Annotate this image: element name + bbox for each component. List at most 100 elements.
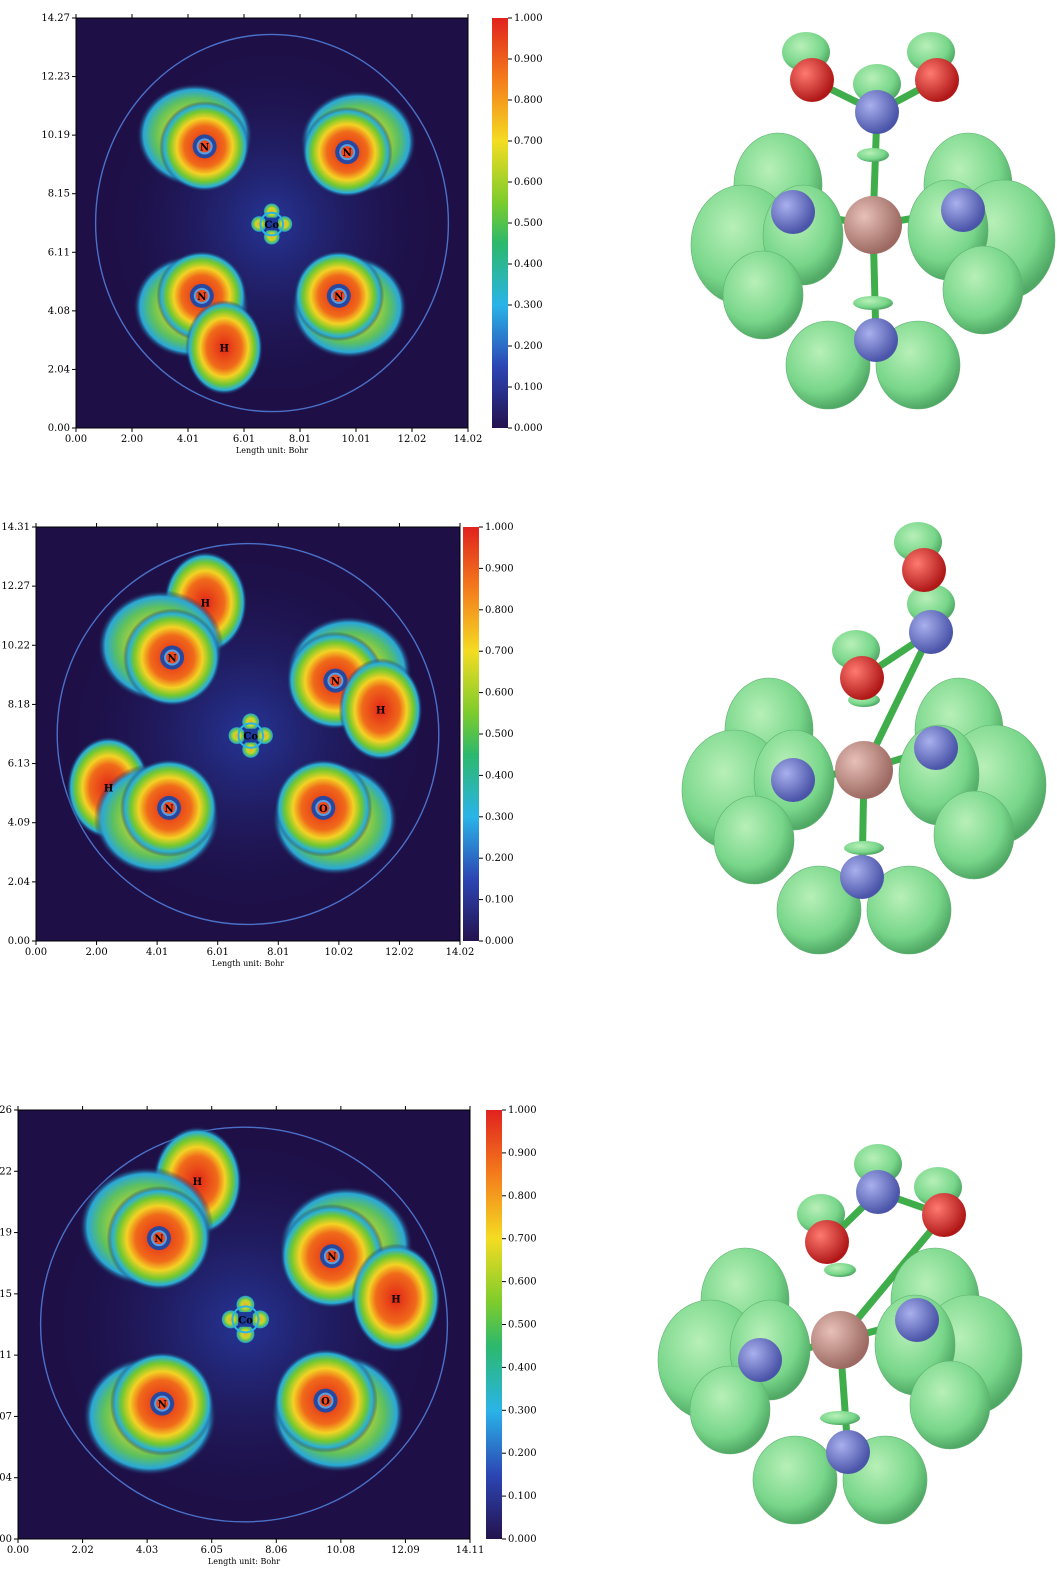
atom-core: [152, 1232, 165, 1245]
colorbar: [486, 1110, 502, 1539]
x-tick-label: 8.06: [265, 1545, 287, 1556]
heatmap-panel-2: H N N H Co H N O 0.00 2.00 4.01 6.01 8.01 10.02 12.02 1…: [1, 522, 513, 968]
atom-label: H: [104, 784, 113, 795]
atom-label: Co: [264, 220, 279, 231]
y-tick-label: 6.11: [0, 1350, 12, 1361]
isosurface-lobe: [909, 1360, 991, 1450]
colorbar-tick-label: 0.500: [508, 1320, 537, 1331]
y-tick-label: 12.23: [41, 72, 70, 83]
colorbar-tick-label: 0.500: [514, 218, 543, 229]
colorbar-tick-label: 0.100: [508, 1491, 537, 1502]
y-tick-label: 14.26: [0, 1105, 12, 1116]
colorbar-tick-label: 0.700: [514, 136, 543, 147]
isosurface-model-3: [657, 1144, 1023, 1525]
isosurface-lobe: [776, 865, 862, 955]
colorbar-tick-label: 0.000: [508, 1534, 537, 1545]
y-tick-label: 2.04: [0, 1473, 12, 1484]
y-tick-label: 8.15: [0, 1289, 12, 1300]
oxygen-atom: [840, 656, 884, 700]
atom-label: H: [391, 1294, 400, 1305]
cobalt-density-lobe: [235, 1294, 256, 1315]
atom-label: N: [334, 292, 343, 303]
colorbar: [492, 18, 508, 428]
y-tick-label: 10.19: [41, 130, 70, 141]
nitrogen-atom: [826, 1430, 870, 1474]
colorbar-tick-label: 1.000: [485, 522, 514, 533]
x-tick-label: 6.05: [201, 1545, 223, 1556]
y-tick-label: 8.18: [8, 699, 30, 710]
nitrogen-atom: [914, 726, 958, 770]
nitrogen-atom: [771, 190, 815, 234]
colorbar: [463, 527, 479, 941]
colorbar-tick-label: 0.300: [508, 1405, 537, 1416]
atom-label: H: [193, 1177, 202, 1188]
x-tick-label: 0.00: [7, 1545, 29, 1556]
x-tick-label: 4.01: [177, 434, 199, 445]
plot-frame: [17, 1109, 471, 1540]
colorbar-tick-label: 0.400: [485, 770, 514, 781]
colorbar-tick-label: 0.700: [508, 1234, 537, 1245]
atom-core: [198, 140, 211, 153]
atom-label: O: [321, 1397, 330, 1408]
isosurface-lobe-small: [820, 1411, 860, 1425]
heatmap-panels: N N Co N N H 0.00 2.00 4.01 6.01 8.01 10.01 12.02 14.…: [0, 13, 543, 1566]
y-tick-label: 4.07: [0, 1411, 12, 1422]
oxygen-atom: [790, 58, 834, 102]
colorbar-tick-label: 0.200: [508, 1448, 537, 1459]
colorbar-tick-label: 0.800: [508, 1191, 537, 1202]
cobalt-ring: [231, 1305, 260, 1334]
atom-core: [156, 1397, 169, 1410]
plot-frame: [75, 17, 469, 429]
cobalt-core: [265, 217, 279, 231]
plot-area: H N N H Co N O: [18, 1110, 470, 1539]
atom-label: Co: [243, 732, 258, 743]
plot-area: H N N H Co H N O: [36, 527, 460, 941]
atom-label: N: [168, 653, 177, 664]
atom-label: N: [197, 292, 206, 303]
atom-core: [195, 289, 208, 302]
cobalt-density-lobe: [221, 1309, 241, 1330]
isosurface-lobe: [752, 1435, 838, 1525]
colorbar-tick-label: 0.900: [514, 54, 543, 65]
colorbar-tick-label: 0.500: [485, 729, 514, 740]
colorbar-tick-label: 0.300: [485, 812, 514, 823]
x-tick-label: 10.02: [325, 947, 354, 958]
nitrogen-atom: [895, 1298, 939, 1342]
x-axis-label: Length unit: Bohr: [208, 1557, 280, 1566]
isosurface-lobe-small: [857, 148, 889, 162]
atom-label: N: [154, 1234, 163, 1245]
atom-label: Co: [238, 1315, 253, 1326]
x-tick-label: 4.03: [136, 1545, 158, 1556]
cobalt-core: [238, 1312, 253, 1327]
x-tick-label: 14.02: [446, 947, 475, 958]
atom-label: O: [319, 804, 328, 815]
isosurface-lobe: [713, 795, 795, 885]
x-tick-label: 4.01: [146, 947, 168, 958]
atom-core: [317, 801, 330, 814]
y-tick-label: 14.27: [41, 13, 70, 24]
cobalt-density-lobe: [250, 1309, 270, 1330]
cobalt-atom: [811, 1311, 869, 1369]
y-tick-label: 4.08: [48, 306, 70, 317]
atom-label: N: [164, 804, 173, 815]
colorbar-tick-label: 1.000: [508, 1105, 537, 1116]
cobalt-density-lobe: [263, 202, 281, 220]
isosurface-lobe: [866, 865, 952, 955]
oxygen-atom: [902, 548, 946, 592]
atom-label: N: [327, 1252, 336, 1263]
nitrogen-atom: [771, 758, 815, 802]
x-tick-label: 6.01: [207, 947, 229, 958]
hydrogen-density-lobe: [338, 658, 423, 761]
nitrogen-atom: [840, 855, 884, 899]
colorbar-tick-label: 0.100: [485, 895, 514, 906]
x-tick-label: 14.11: [456, 1545, 485, 1556]
x-tick-label: 2.02: [71, 1545, 93, 1556]
colorbar-tick-label: 0.600: [508, 1277, 537, 1288]
isosurface-lobe: [933, 790, 1015, 880]
atom-label: N: [331, 677, 340, 688]
cobalt-atom: [844, 196, 902, 254]
y-tick-label: 6.13: [8, 759, 30, 770]
heatmap-panel-1: N N Co N N H 0.00 2.00 4.01 6.01 8.01 10.01 12.02 14.…: [41, 13, 542, 455]
colorbar-tick-label: 0.100: [514, 382, 543, 393]
y-tick-label: 0.00: [48, 423, 70, 434]
